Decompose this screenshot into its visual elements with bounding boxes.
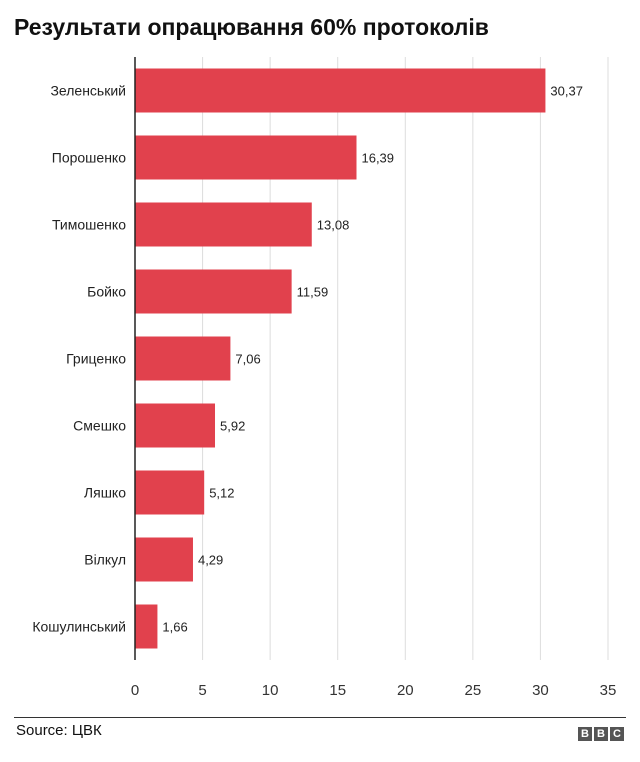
y-category-label: Бойко [87,284,126,300]
y-category-label: Смешко [73,418,126,434]
y-category-label: Кошулинський [32,619,126,635]
bar [135,403,216,448]
x-tick-label: 20 [397,682,414,699]
footer-divider [14,717,626,718]
bar [135,68,546,113]
source-note: Source: ЦВК [16,722,102,739]
bar-value-label: 7,06 [235,352,260,367]
y-category-label: Гриценко [66,351,126,367]
bar [135,269,292,314]
x-tick-label: 5 [198,682,206,699]
bar-value-label: 30,37 [550,84,583,99]
chart-title: Результати опрацювання 60% протоколів [14,14,489,40]
bbc-logo-letter: C [610,727,624,741]
y-category-label: Ляшко [84,485,126,501]
bar-value-label: 16,39 [361,151,394,166]
x-tick-label: 35 [600,682,617,699]
x-tick-label: 15 [329,682,346,699]
bbc-logo-letter: B [578,727,592,741]
y-category-label: Зеленський [50,83,126,99]
bar-value-label: 11,59 [297,285,329,300]
x-tick-label: 0 [131,682,139,699]
x-tick-label: 10 [262,682,279,699]
y-category-label: Порошенко [52,150,126,166]
y-category-label: Тимошенко [52,217,126,233]
bar-value-label: 13,08 [317,218,350,233]
bar-chart: 30,37 16,39 13,08 11,59 7,06 5,92 5,12 4,29 1,66… [32,57,616,699]
bar [135,202,312,247]
bars: 30,37 16,39 13,08 11,59 7,06 5,92 5,12 4,29 1,66 [135,68,583,649]
bar-value-label: 5,92 [220,419,245,434]
bar [135,336,231,381]
bar-value-label: 5,12 [209,486,234,501]
bbc-logo: B B C [578,727,624,741]
bar [135,135,357,180]
bar [135,537,193,582]
axes: 0 5 10 15 20 25 30 35 Зеленський Порошенко Тимошен… [32,57,616,699]
bar-value-label: 1,66 [162,620,187,635]
bar [135,604,158,649]
x-tick-label: 25 [465,682,482,699]
y-category-label: Вілкул [84,552,126,568]
x-tick-label: 30 [532,682,549,699]
bbc-logo-letter: B [594,727,608,741]
bar-value-label: 4,29 [198,553,223,568]
bar [135,470,205,515]
